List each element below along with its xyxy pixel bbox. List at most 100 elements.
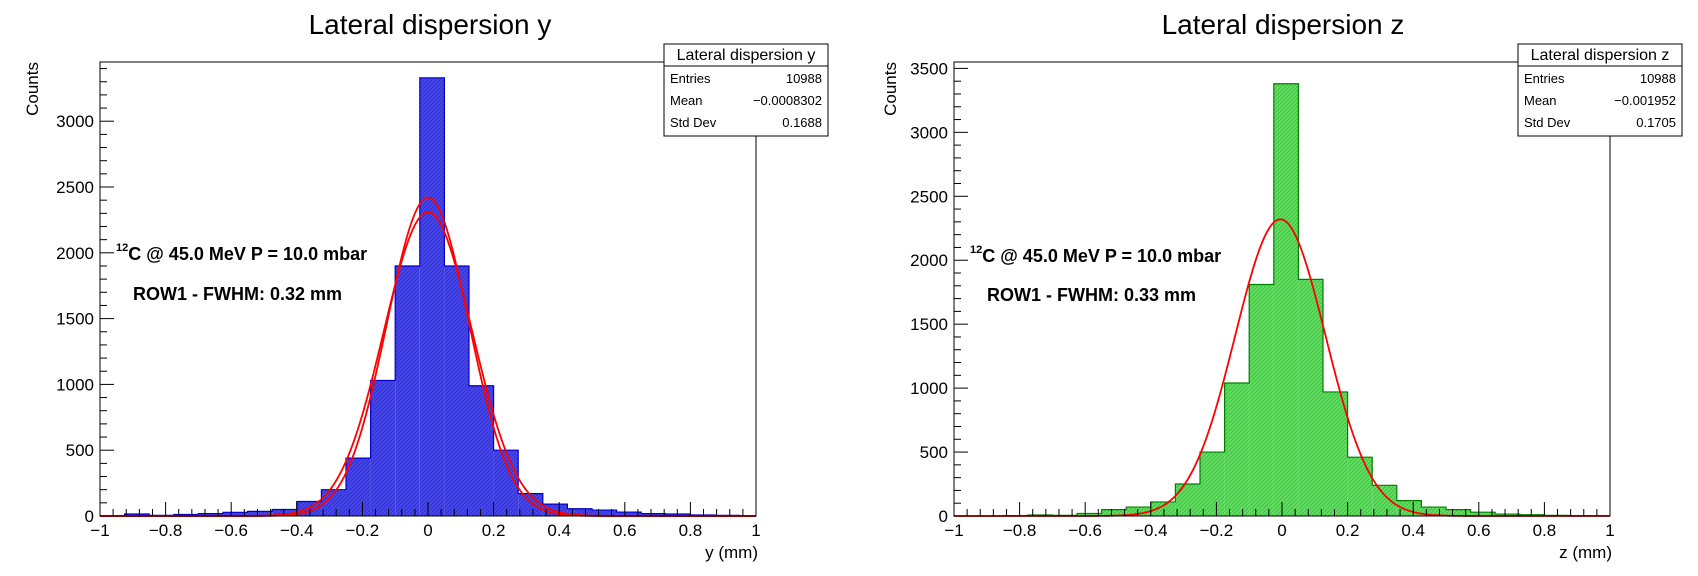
histogram-bar <box>1495 514 1520 516</box>
histogram-outline <box>954 83 1610 517</box>
histogram-bar <box>542 504 568 516</box>
y-tick-label: 3500 <box>910 59 948 78</box>
stats-box: Lateral dispersion y Entries 10988 Mean … <box>663 43 829 137</box>
x-tick-label: −0.4 <box>280 521 314 540</box>
y-tick-label: 3000 <box>910 123 948 142</box>
annotation-beam-text: C @ 45.0 MeV P = 10.0 mbar <box>128 244 367 264</box>
histogram-bar <box>1347 457 1373 516</box>
x-axis-title: z (mm) <box>1559 543 1612 562</box>
y-tick-label: 1500 <box>56 310 94 329</box>
x-axis-ticks <box>953 502 1611 516</box>
x-tick-label: 0.8 <box>1533 521 1557 540</box>
chart-title: Lateral dispersion y <box>309 9 552 40</box>
x-tick-label: −0.2 <box>1200 521 1234 540</box>
stats-entries-label: Entries <box>670 71 711 86</box>
x-tick-label: 0.4 <box>547 521 571 540</box>
histogram-bar <box>370 380 396 516</box>
x-tick-label: 0.6 <box>613 521 637 540</box>
histogram-bar <box>1101 509 1127 516</box>
x-tick-label: 0 <box>423 521 432 540</box>
chart-panel-z: Lateral dispersion z −1 −0.8 −0.6 −0.4 −0.2 0… <box>881 9 1683 562</box>
x-tick-label: 1 <box>751 521 760 540</box>
annotation-beam: 12C @ 45.0 MeV P = 10.0 mbar <box>116 242 367 264</box>
histogram-bar <box>1249 284 1274 516</box>
x-tick-label: 0.2 <box>1336 521 1360 540</box>
stats-title: Lateral dispersion y <box>677 47 816 64</box>
histogram-bar <box>1323 391 1348 516</box>
x-tick-label: −0.6 <box>214 521 248 540</box>
stats-box-frame <box>1517 43 1683 137</box>
y-tick-label: 500 <box>920 443 948 462</box>
x-tick-label: −0.4 <box>1134 521 1168 540</box>
y-tick-label: 1000 <box>910 379 948 398</box>
histogram-bar <box>1298 279 1323 516</box>
x-tick-label: −1 <box>944 521 963 540</box>
histogram-bar <box>518 493 543 516</box>
x-tick-label: 1 <box>1605 521 1614 540</box>
histogram-bar <box>419 77 445 516</box>
stats-stddev-label: Std Dev <box>670 115 717 130</box>
stats-entries-label: Entries <box>1524 71 1565 86</box>
chart-panel-y: Lateral dispersion y −1 −0.8 −0.6 −0.4 −0.2 0… <box>23 9 829 562</box>
histogram-bar <box>616 512 642 516</box>
y-axis-ticks <box>100 68 114 517</box>
x-tick-label: 0.6 <box>1467 521 1491 540</box>
stats-entries-value: 10988 <box>786 71 822 86</box>
histogram-bar <box>223 512 248 516</box>
y-tick-label: 500 <box>66 441 94 460</box>
histogram-bar <box>567 508 592 516</box>
y-tick-label: 3000 <box>56 112 94 131</box>
stats-mean-label: Mean <box>670 93 703 108</box>
x-tick-label: 0 <box>1277 521 1286 540</box>
histogram-bar <box>1421 507 1446 516</box>
histogram-bars <box>100 77 756 516</box>
histogram-bar <box>1470 512 1496 516</box>
annotation-isotope-mass: 12 <box>116 242 128 254</box>
annotation-beam-text: C @ 45.0 MeV P = 10.0 mbar <box>982 246 1221 266</box>
plot-area: −1 −0.8 −0.6 −0.4 −0.2 0 0.2 0.4 0.6 0.8 1 0 500 1000… <box>56 61 761 540</box>
plot-area: −1 −0.8 −0.6 −0.4 −0.2 0 0.2 0.4 0.6 0.8 1 0 500 1000… <box>910 59 1615 540</box>
x-tick-label: −0.8 <box>149 521 183 540</box>
x-tick-label: −0.2 <box>346 521 380 540</box>
histogram-bar <box>1273 83 1299 516</box>
histogram-bar <box>198 513 223 516</box>
y-axis-title: Counts <box>23 62 42 116</box>
y-axis-ticks <box>954 67 968 517</box>
histogram-bar <box>1126 507 1151 516</box>
histogram-bar <box>124 514 150 516</box>
histogram-bar <box>247 511 273 516</box>
y-tick-label: 0 <box>85 507 94 526</box>
stats-box-frame <box>663 43 829 137</box>
histogram-bar <box>1372 485 1397 516</box>
histogram-bar <box>592 510 617 516</box>
x-tick-label: 0.4 <box>1401 521 1425 540</box>
stats-stddev-value: 0.1688 <box>782 115 822 130</box>
y-axis-title: Counts <box>881 62 900 116</box>
histogram-bar <box>1446 509 1471 516</box>
y-tick-label: 2500 <box>910 187 948 206</box>
histogram-bar <box>469 385 494 516</box>
y-tick-label: 2000 <box>910 251 948 270</box>
stats-mean-label: Mean <box>1524 93 1557 108</box>
stats-stddev-label: Std Dev <box>1524 115 1571 130</box>
histogram-bar <box>272 509 297 516</box>
x-tick-label: −1 <box>90 521 109 540</box>
annotation-beam: 12C @ 45.0 MeV P = 10.0 mbar <box>970 244 1221 266</box>
histogram-outline <box>100 77 756 517</box>
x-tick-label: 0.8 <box>679 521 703 540</box>
histogram-bar <box>1224 382 1250 516</box>
annotation-isotope-mass: 12 <box>970 244 982 256</box>
x-axis-title: y (mm) <box>705 543 758 562</box>
histogram-bar <box>1150 501 1176 516</box>
x-tick-label: 0.2 <box>482 521 506 540</box>
histogram-bar <box>1077 513 1102 516</box>
x-axis-ticks <box>99 502 757 516</box>
chart-title: Lateral dispersion z <box>1162 9 1405 40</box>
y-tick-label: 1000 <box>56 375 94 394</box>
y-tick-label: 2500 <box>56 178 94 197</box>
x-tick-label: −0.8 <box>1003 521 1037 540</box>
histogram-bar <box>1200 452 1225 516</box>
stats-mean-value: −0.0008302 <box>753 93 822 108</box>
histogram-bar <box>665 514 691 516</box>
histogram-bar <box>346 458 371 516</box>
